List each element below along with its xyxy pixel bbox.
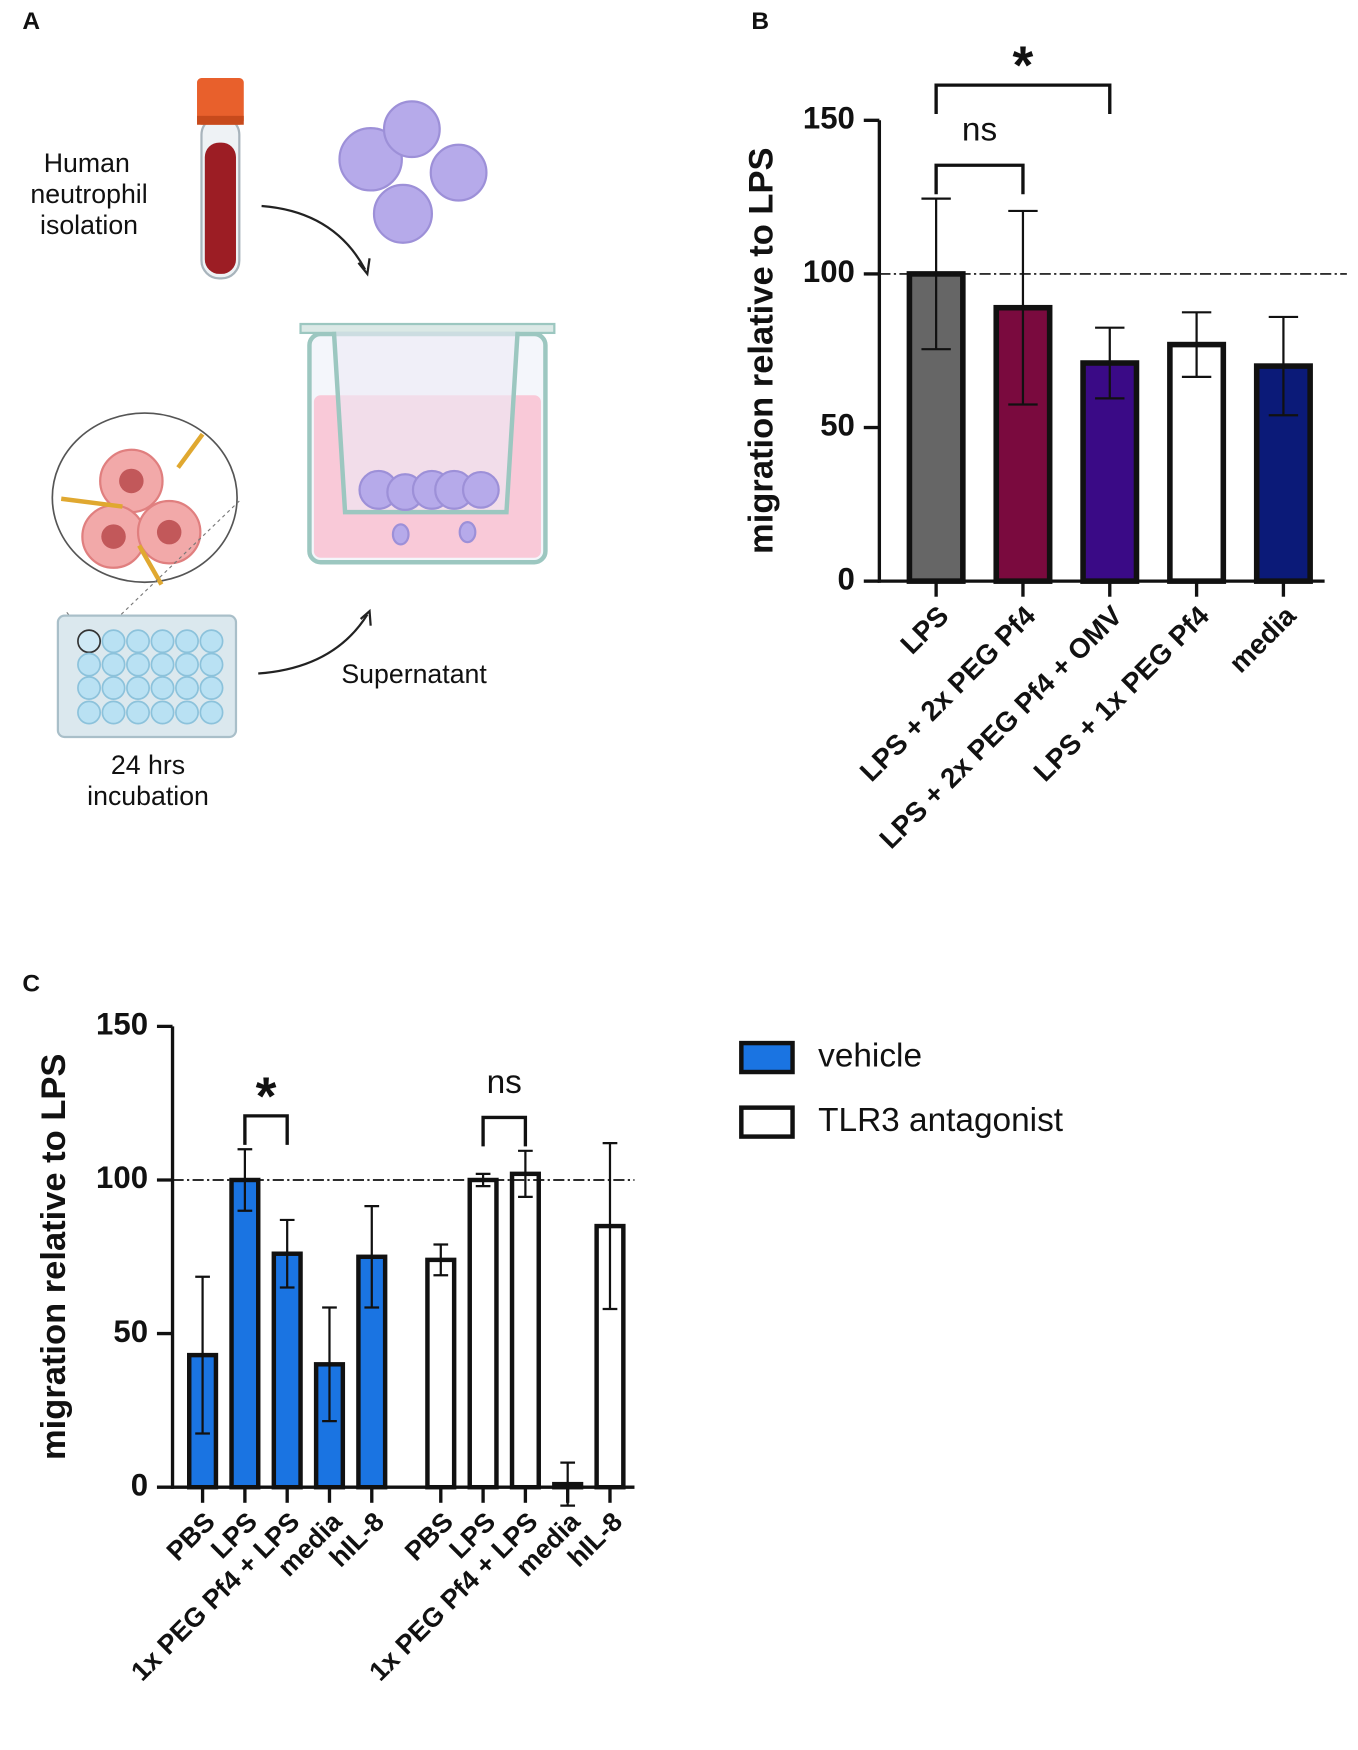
panel-label: B — [751, 8, 769, 35]
error-bar — [279, 1218, 295, 1289]
error-bar — [518, 1149, 533, 1199]
error-bar — [237, 1148, 253, 1212]
y-tick-label: 0 — [838, 561, 855, 596]
y-tick-label: 150 — [803, 101, 855, 136]
bar — [1167, 341, 1227, 584]
legend-label: TLR3 antagonist — [818, 1102, 1064, 1139]
legend-swatch — [739, 1105, 795, 1139]
neutrophils — [338, 100, 488, 244]
arrow — [261, 204, 367, 270]
well-plate — [56, 614, 238, 739]
significance-bracket — [934, 163, 1025, 195]
significance-label: ns — [487, 1064, 522, 1101]
diagram-label: Human — [44, 148, 130, 178]
significance-label: ns — [962, 112, 997, 149]
error-bar — [602, 1142, 618, 1311]
y-axis-label: migration relative to LPS — [35, 1054, 73, 1460]
diagram-label: incubation — [87, 781, 209, 811]
diagram-label: Supernatant — [341, 659, 487, 689]
arrow-head — [357, 258, 371, 277]
significance-label: * — [1013, 37, 1034, 96]
bar — [425, 1257, 457, 1490]
x-tick-label: media — [1223, 599, 1302, 678]
y-axis-label: migration relative to LPS — [743, 148, 781, 554]
significance-bracket — [481, 1115, 528, 1147]
bar — [229, 1177, 261, 1490]
significance-label: * — [256, 1067, 277, 1126]
macrophage-zoom — [51, 412, 240, 641]
legend-label: vehicle — [818, 1037, 922, 1074]
y-tick-label: 50 — [820, 408, 855, 443]
bar — [509, 1171, 541, 1490]
transwell — [299, 322, 556, 565]
bar — [1253, 363, 1313, 584]
arrow-head — [359, 608, 372, 626]
y-tick-label: 150 — [96, 1007, 148, 1042]
y-tick-label: 50 — [113, 1314, 148, 1349]
error-bar — [364, 1204, 380, 1309]
error-bar — [322, 1306, 337, 1423]
y-tick-label: 100 — [96, 1160, 148, 1195]
panel-label: A — [22, 8, 40, 35]
error-bar — [433, 1243, 449, 1277]
diagram-label: 24 hrs — [111, 750, 185, 780]
panel-label: C — [22, 971, 40, 998]
error-bar — [1181, 311, 1212, 378]
blood-tube — [197, 78, 244, 280]
legend-swatch — [739, 1040, 795, 1075]
significance-bracket — [243, 1114, 289, 1145]
significance-bracket — [934, 83, 1112, 115]
error-bar — [195, 1275, 210, 1435]
error-bar — [1095, 326, 1125, 400]
y-tick-label: 100 — [803, 254, 855, 289]
arrow — [258, 613, 369, 675]
bar — [271, 1251, 303, 1490]
diagram-label: isolation — [40, 210, 138, 240]
x-tick-label: LPS — [894, 600, 954, 660]
y-tick-label: 0 — [131, 1467, 148, 1502]
error-bar — [560, 1461, 576, 1507]
error-bar — [1268, 315, 1299, 417]
bar — [467, 1177, 499, 1490]
diagram-label: neutrophil — [30, 179, 147, 209]
error-bar — [1008, 209, 1038, 406]
